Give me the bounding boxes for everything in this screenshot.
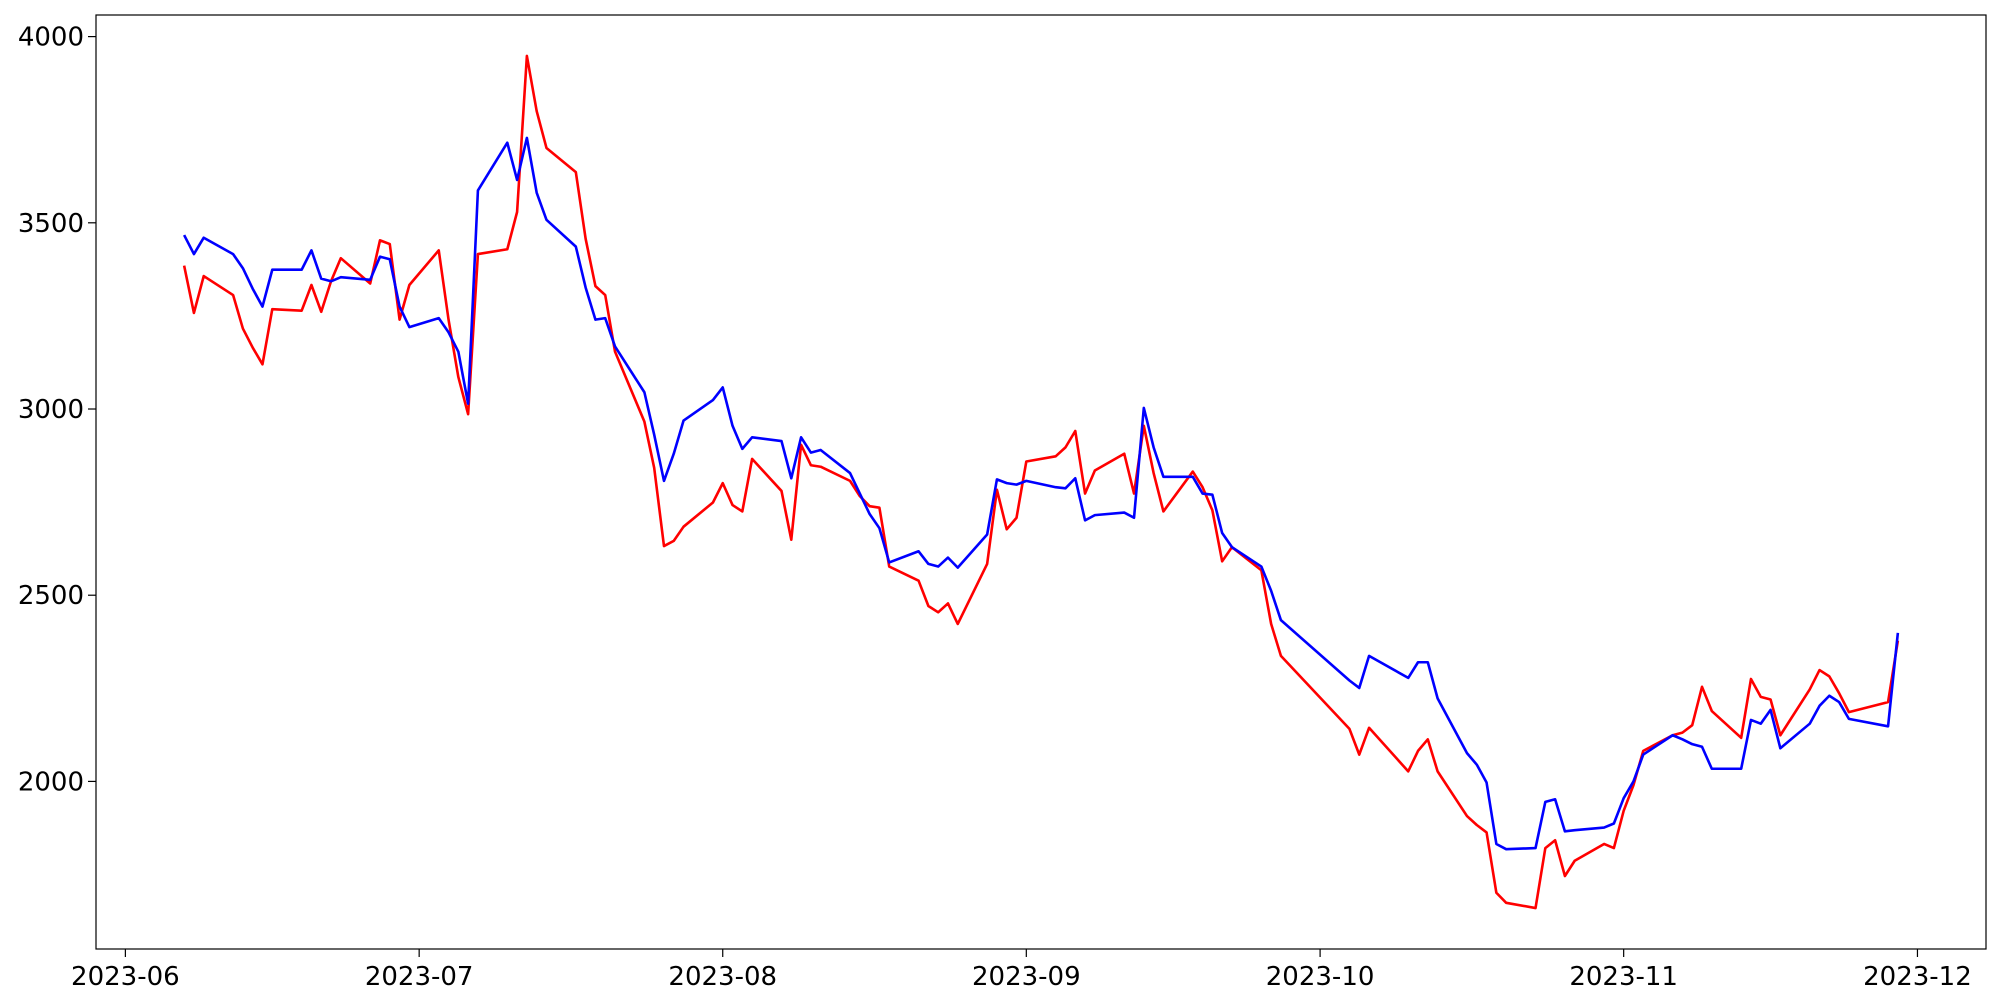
x-tick-label: 2023-08 <box>668 962 777 992</box>
series-line <box>182 136 1900 851</box>
plot-frame <box>95 14 1987 950</box>
x-tick-label: 2023-10 <box>1266 962 1375 992</box>
x-tick-label: 2023-11 <box>1569 962 1678 992</box>
y-tick-label: 3500 <box>18 209 84 239</box>
series-line <box>182 54 1900 910</box>
x-tick-label: 2023-07 <box>365 962 474 992</box>
x-tick-label: 2023-06 <box>71 962 180 992</box>
y-tick-label: 3000 <box>18 395 84 425</box>
y-tick-label: 2000 <box>18 767 84 797</box>
x-tick-label: 2023-12 <box>1863 962 1972 992</box>
y-tick-label: 4000 <box>18 23 84 53</box>
y-tick-label: 2500 <box>18 581 84 611</box>
x-tick-label: 2023-09 <box>972 962 1081 992</box>
